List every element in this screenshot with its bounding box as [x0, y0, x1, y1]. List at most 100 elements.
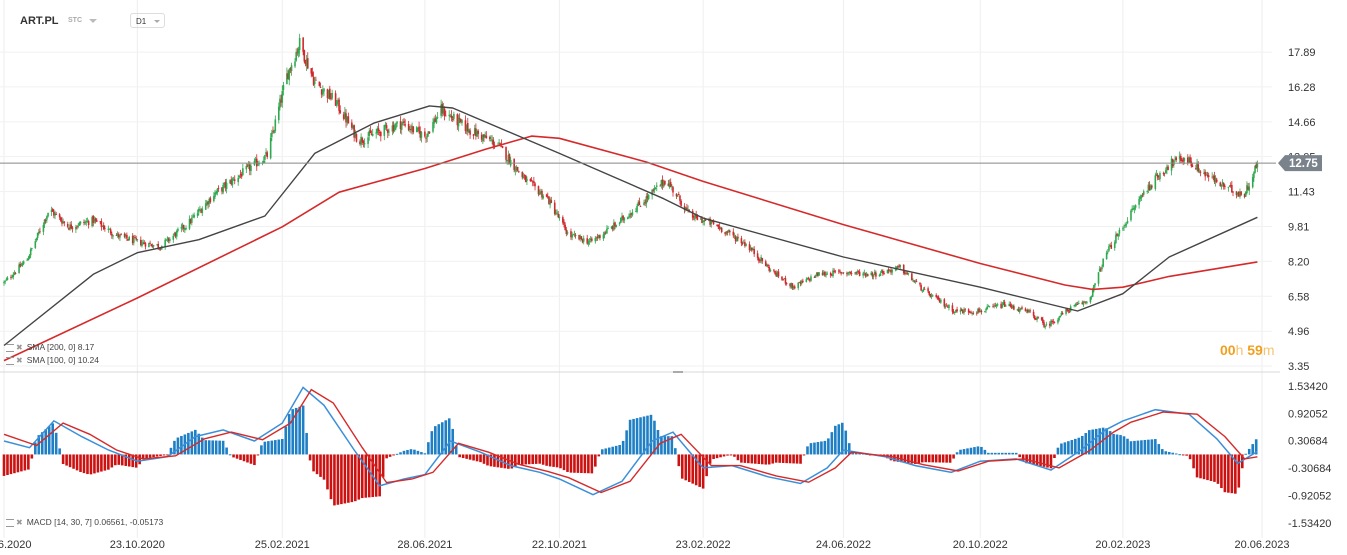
candle-body	[460, 119, 462, 123]
candle-body	[199, 209, 201, 211]
candle-body	[1149, 185, 1152, 191]
macd-histogram-bar	[1195, 454, 1199, 478]
candle-body	[776, 272, 779, 277]
candle-body	[1132, 208, 1135, 210]
macd-histogram-bar	[364, 454, 368, 498]
candle-body	[36, 232, 39, 239]
symbol-name[interactable]: ART.PL	[20, 15, 59, 27]
candle-body	[302, 37, 304, 52]
macd-histogram-bar	[722, 454, 726, 457]
candle-body	[1040, 317, 1043, 320]
candle-body	[246, 165, 249, 167]
candle-body	[104, 228, 106, 230]
candle-body	[1124, 224, 1126, 227]
candle-body	[192, 216, 194, 218]
candle-body	[1036, 317, 1038, 320]
candle-body	[1122, 228, 1124, 230]
candle-body	[783, 278, 786, 279]
macd-histogram-bar	[1157, 444, 1161, 455]
sma100-legend[interactable]: ✖ SMA [100, 0] 10.24	[6, 355, 99, 365]
candle-body	[245, 166, 248, 170]
macd-histogram-bar	[646, 415, 649, 455]
candle-body	[206, 201, 208, 205]
macd-histogram-bar	[444, 420, 448, 455]
candle-body	[790, 282, 793, 287]
macd-histogram-bar	[628, 419, 632, 455]
candle-body	[396, 121, 398, 124]
candle-body	[1198, 170, 1201, 172]
candle-body	[570, 231, 572, 238]
macd-histogram-bar	[2, 454, 6, 476]
macd-histogram-bar	[632, 418, 635, 455]
macd-histogram-bar	[138, 454, 141, 465]
close-icon[interactable]: ✖	[16, 356, 23, 365]
candle-body	[360, 136, 362, 145]
candle-body	[684, 207, 687, 209]
macd-histogram-bar	[13, 454, 16, 474]
macd-histogram-bar	[1234, 454, 1237, 494]
candle-body	[521, 172, 524, 178]
settings-icon[interactable]	[6, 518, 14, 527]
macd-histogram-bar	[218, 440, 221, 455]
macd-histogram-bar	[607, 447, 611, 455]
macd-histogram-bar	[489, 454, 493, 467]
macd-histogram-bar	[520, 454, 524, 465]
candle-body	[43, 219, 46, 225]
candle-body	[296, 51, 299, 53]
timeframe-select[interactable]: D1	[130, 13, 165, 28]
candle-body	[91, 216, 93, 227]
macd-histogram-bar	[420, 452, 423, 455]
settings-icon[interactable]	[6, 343, 14, 352]
settings-icon[interactable]	[6, 356, 14, 365]
candle-body	[895, 266, 898, 269]
candle-body	[587, 241, 590, 245]
candle-body	[993, 305, 995, 307]
candle-body	[889, 270, 891, 272]
macd-histogram-bar	[729, 454, 733, 456]
candle-body	[411, 125, 413, 131]
candle-body	[1175, 157, 1178, 161]
macd-legend[interactable]: ✖ MACD [14, 30, 7] 0.06561, -0.05173	[6, 517, 163, 527]
macd-histogram-bar	[413, 449, 416, 455]
sma200-legend[interactable]: ✖ SMA [200, 0] 8.17	[6, 342, 94, 352]
candle-body	[1240, 191, 1242, 195]
macd-histogram-bar	[969, 447, 973, 455]
candle-body	[557, 213, 560, 218]
macd-histogram-bar	[117, 454, 121, 465]
macd-histogram-bar	[927, 454, 931, 463]
macd-histogram-bar	[1004, 452, 1008, 455]
date-tick-label: 20.10.2022	[953, 539, 1008, 551]
candle-body	[688, 209, 691, 211]
macd-histogram-bar	[194, 429, 197, 455]
close-icon[interactable]: ✖	[16, 518, 23, 527]
candle-body	[1049, 323, 1051, 326]
candle-body	[854, 272, 856, 274]
candle-body	[752, 248, 754, 250]
candle-body	[277, 106, 280, 121]
macd-histogram-bar	[900, 454, 903, 463]
candle-body	[899, 265, 902, 267]
candle-body	[1016, 309, 1019, 311]
close-icon[interactable]: ✖	[16, 343, 23, 352]
candle-body	[269, 137, 272, 159]
candle-body	[726, 231, 729, 233]
candle-body	[514, 170, 517, 172]
macd-histogram-bar	[792, 454, 795, 464]
candle-body	[400, 123, 403, 130]
candle-body	[887, 269, 890, 271]
candle-body	[886, 269, 889, 274]
candle-body	[27, 258, 30, 261]
candle-body	[1140, 195, 1143, 198]
macd-tick-label: 0.30684	[1288, 436, 1328, 448]
macd-histogram-bar	[1192, 454, 1195, 469]
candle-body	[157, 243, 160, 248]
macd-histogram-bar	[1164, 451, 1168, 455]
instrument-chevron-down-icon[interactable]	[89, 19, 97, 23]
macd-histogram-bar	[207, 440, 211, 455]
date-tick-label: 23.10.2020	[110, 539, 165, 551]
candle-body	[769, 269, 772, 272]
candle-body	[428, 131, 431, 134]
price-tick-label: 8.20	[1288, 256, 1309, 268]
candle-body	[66, 223, 69, 227]
